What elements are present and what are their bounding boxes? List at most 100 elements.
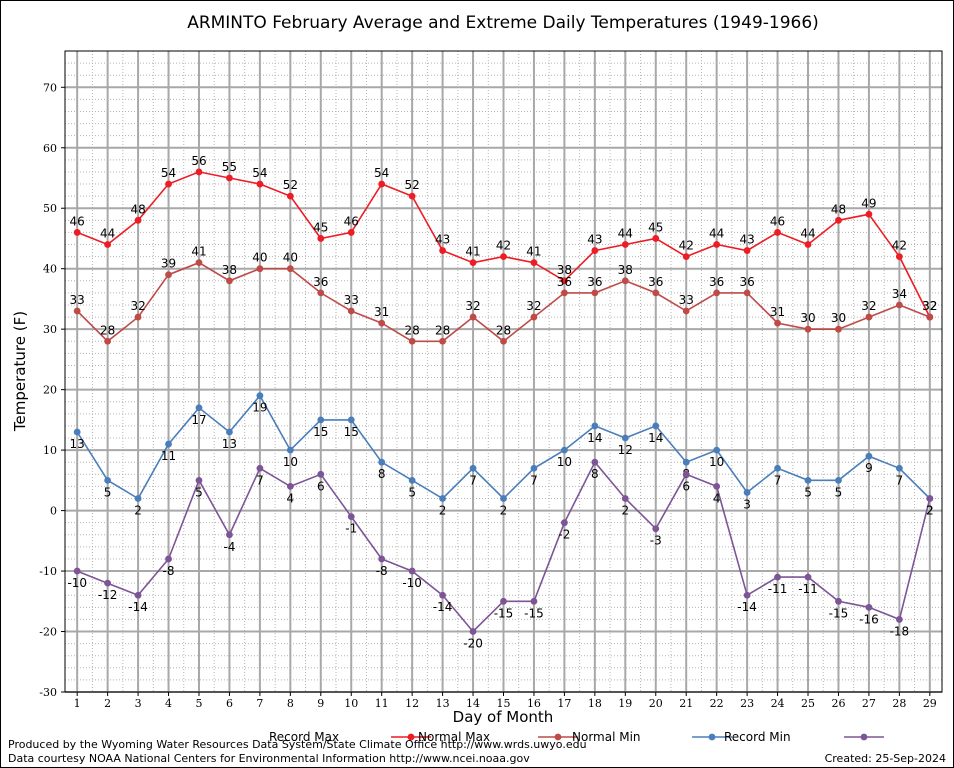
- record-min-point: [378, 555, 386, 563]
- x-tick-label: 16: [527, 697, 541, 710]
- record-max-data-label: 54: [252, 166, 267, 180]
- record-min-data-label: 5: [195, 485, 203, 499]
- record-max-point: [530, 259, 538, 267]
- record-min-data-label: 6: [317, 479, 325, 493]
- normal-min-point: [378, 458, 386, 466]
- normal-min-point: [286, 446, 294, 454]
- normal-min-point: [500, 495, 507, 502]
- record-max-data-label: 44: [709, 227, 724, 241]
- normal-min-data-label: 14: [648, 431, 663, 445]
- record-min-point: [286, 482, 294, 490]
- normal-max-point: [530, 313, 538, 321]
- record-min-data-label: -20: [463, 637, 483, 651]
- normal-min-data-label: 19: [252, 401, 267, 415]
- normal-max-point: [317, 289, 325, 297]
- x-tick-label: 9: [317, 697, 324, 710]
- record-min-point: [561, 519, 568, 527]
- y-tick-label: 20: [43, 384, 57, 397]
- record-min-data-label: 2: [621, 503, 629, 517]
- normal-min-data-label: 13: [70, 437, 85, 451]
- record-min-data-label: -10: [67, 576, 87, 590]
- normal-max-data-label: 28: [435, 323, 450, 337]
- record-min-point: [134, 591, 142, 599]
- normal-max-point: [347, 307, 355, 315]
- x-tick-label: 3: [135, 697, 142, 710]
- record-min-point: [713, 482, 721, 490]
- record-max-data-label: 52: [283, 178, 298, 192]
- normal-max-point: [652, 289, 660, 297]
- normal-max-point: [591, 289, 599, 297]
- normal-min-point: [317, 416, 325, 424]
- y-tick-label: 30: [43, 323, 57, 336]
- record-max-data-label: 42: [496, 239, 511, 253]
- normal-min-data-label: 10: [283, 455, 298, 469]
- record-min-point: [652, 525, 660, 533]
- x-tick-label: 12: [405, 697, 419, 710]
- record-max-point: [378, 180, 386, 188]
- normal-min-data-label: 11: [161, 449, 176, 463]
- record-min-data-label: 8: [591, 467, 599, 481]
- normal-max-data-label: 32: [526, 299, 541, 313]
- record-min-point: [165, 555, 172, 563]
- footer-data-courtesy: Data courtesy NOAA National Centers for …: [8, 752, 530, 765]
- record-min-data-label: -11: [768, 582, 788, 596]
- normal-min-point: [591, 422, 599, 430]
- normal-min-point: [226, 428, 233, 436]
- record-max-point: [226, 174, 233, 182]
- x-tick-label: 10: [344, 697, 358, 710]
- normal-min-data-label: 2: [500, 503, 508, 517]
- normal-min-point: [652, 422, 660, 430]
- record-min-data-label: -8: [163, 564, 175, 578]
- x-tick-label: 5: [195, 697, 202, 710]
- record-min-point: [926, 495, 934, 502]
- normal-max-data-label: 40: [252, 251, 267, 265]
- normal-min-point: [134, 495, 142, 502]
- x-tick-label: 22: [710, 697, 724, 710]
- record-max-point: [408, 192, 416, 200]
- normal-max-point: [408, 337, 416, 345]
- normal-max-point: [226, 277, 233, 285]
- x-tick-label: 19: [618, 697, 632, 710]
- normal-min-data-label: 7: [896, 473, 904, 487]
- record-max-point: [439, 247, 446, 254]
- record-min-data-label: -18: [890, 624, 910, 638]
- normal-max-point: [134, 313, 142, 321]
- normal-min-data-label: 3: [743, 497, 751, 511]
- record-max-point: [804, 241, 812, 248]
- record-min-point: [408, 567, 416, 575]
- normal-min-point: [347, 416, 355, 424]
- record-max-data-label: 48: [130, 202, 145, 216]
- record-max-data-label: 46: [770, 214, 785, 228]
- normal-max-data-label: 36: [557, 275, 572, 289]
- normal-max-data-label: 33: [70, 293, 85, 307]
- normal-max-data-label: 30: [831, 311, 846, 325]
- record-max-point: [195, 168, 203, 176]
- record-min-point: [317, 470, 325, 478]
- record-min-point: [835, 597, 842, 605]
- record-min-data-label: -2: [558, 528, 570, 542]
- legend-label-normal-min: Normal Min: [572, 730, 641, 744]
- normal-min-point: [439, 495, 446, 502]
- footer-produced-by: Produced by the Wyoming Water Resources …: [8, 738, 587, 751]
- normal-min-point: [804, 476, 812, 484]
- x-tick-label: 8: [287, 697, 294, 710]
- legend: Record Max Normal Max Normal Min Record Min: [269, 730, 884, 744]
- record-max-point: [104, 241, 112, 248]
- record-min-data-label: -3: [650, 534, 662, 548]
- normal-max-point: [713, 289, 721, 297]
- record-min-data-label: 2: [926, 503, 934, 517]
- legend-marker-record-min: [860, 733, 868, 741]
- normal-min-point: [408, 476, 416, 484]
- normal-max-data-label: 28: [405, 323, 420, 337]
- normal-max-data-label: 40: [283, 251, 298, 265]
- legend-label-normal-max: Normal Max: [418, 730, 490, 744]
- normal-max-data-label: 39: [161, 257, 176, 271]
- record-min-point: [804, 573, 812, 581]
- normal-max-point: [195, 259, 203, 267]
- normal-max-point: [865, 313, 873, 321]
- normal-min-point: [743, 489, 751, 496]
- record-max-data-label: 38: [557, 263, 572, 277]
- record-min-point: [256, 464, 264, 472]
- record-max-point: [286, 192, 294, 200]
